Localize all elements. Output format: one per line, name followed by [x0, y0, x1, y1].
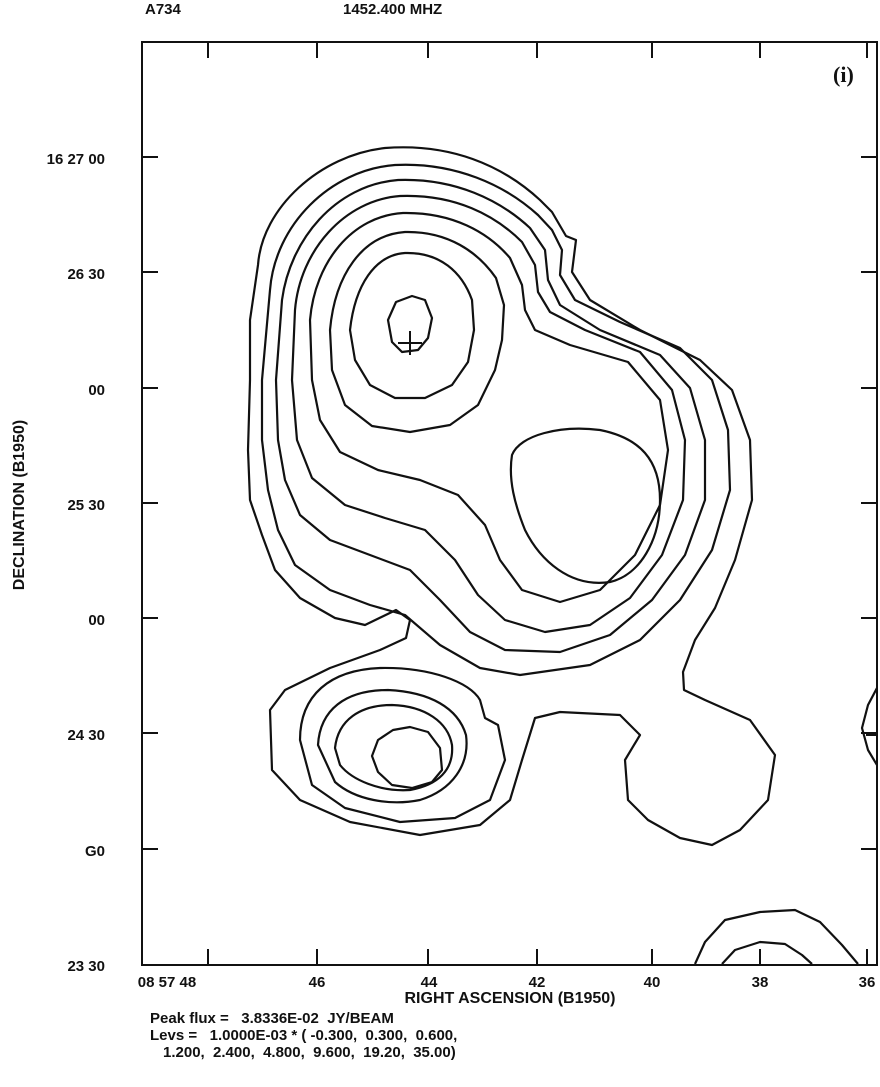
contour-level-2-south	[298, 666, 507, 824]
contour-level-4	[290, 194, 687, 634]
contour-level-3-south	[316, 688, 468, 804]
contour-level-8	[386, 294, 434, 354]
x-tick-label: 42	[529, 974, 546, 991]
y-tick-label: 16 27 00	[47, 151, 105, 168]
contour-edge-br-inner	[721, 940, 813, 964]
levels-text-line1: Levs = 1.0000E-03 * ( -0.300, 0.300, 0.6…	[150, 1027, 457, 1044]
x-tick-label: 40	[644, 974, 661, 991]
contour-edge-right	[860, 687, 876, 766]
frequency-label: 1452.400 MHZ	[343, 1, 442, 18]
x-tick-label: 36	[859, 974, 876, 991]
y-axis-title: DECLINATION (B1950)	[11, 420, 28, 590]
source-name: A734	[145, 1, 182, 18]
contour-level-1	[246, 146, 777, 847]
contour-level-5-south	[370, 725, 444, 790]
contour-level-5	[308, 211, 670, 604]
x-tick-label: 46	[309, 974, 326, 991]
y-tick-label: 23 30	[67, 958, 105, 975]
contour-level-2	[260, 163, 732, 677]
y-tick-labels: 16 27 00 26 30 00 25 30 00 24 30 G0 23 3…	[47, 151, 105, 975]
contour-level-4-south	[333, 703, 454, 792]
contour-level-7	[348, 251, 476, 400]
y-tick-label: G0	[85, 843, 105, 860]
axis-ticks	[142, 42, 877, 965]
panel-label: (i)	[833, 62, 854, 87]
x-tick-labels: 08 57 48 46 44 42 40 38 36	[138, 974, 876, 991]
levels-text-line2: 1.200, 2.400, 4.800, 9.600, 19.20, 35.00…	[163, 1044, 456, 1061]
y-tick-label: 24 30	[67, 727, 105, 744]
contour-level-6	[328, 230, 506, 434]
x-axis-title: RIGHT ASCENSION (B1950)	[405, 990, 616, 1007]
y-tick-label: 00	[88, 382, 105, 399]
contour-edge-br-outer	[693, 908, 859, 964]
x-tick-label: 44	[421, 974, 438, 991]
peak-flux-text: Peak flux = 3.8336E-02 JY/BEAM	[150, 1010, 394, 1027]
contour-level-3	[274, 178, 707, 654]
peak-marker-cross	[398, 331, 422, 355]
contour-lines	[246, 146, 876, 964]
y-tick-label: 00	[88, 612, 105, 629]
y-tick-label: 26 30	[67, 266, 105, 283]
x-tick-label: 38	[752, 974, 769, 991]
x-tick-label: 08 57 48	[138, 974, 196, 991]
contour-level-6b	[509, 427, 662, 584]
y-tick-label: 25 30	[67, 497, 105, 514]
